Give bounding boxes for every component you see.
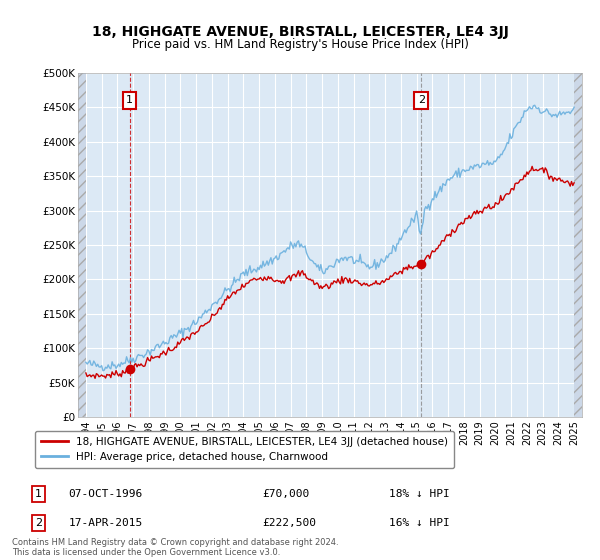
Text: 07-OCT-1996: 07-OCT-1996 xyxy=(68,489,143,499)
Text: £222,500: £222,500 xyxy=(262,519,316,528)
Text: 1: 1 xyxy=(126,95,133,105)
Text: 2: 2 xyxy=(418,95,425,105)
Bar xyxy=(78,73,86,417)
Text: 2: 2 xyxy=(35,519,42,528)
Text: 18% ↓ HPI: 18% ↓ HPI xyxy=(389,489,449,499)
Text: Contains HM Land Registry data © Crown copyright and database right 2024.
This d: Contains HM Land Registry data © Crown c… xyxy=(12,538,338,557)
Text: £70,000: £70,000 xyxy=(262,489,309,499)
Bar xyxy=(574,73,582,417)
Text: 18, HIGHGATE AVENUE, BIRSTALL, LEICESTER, LE4 3JJ: 18, HIGHGATE AVENUE, BIRSTALL, LEICESTER… xyxy=(92,25,508,39)
Text: 17-APR-2015: 17-APR-2015 xyxy=(68,519,143,528)
Text: Price paid vs. HM Land Registry's House Price Index (HPI): Price paid vs. HM Land Registry's House … xyxy=(131,38,469,50)
Text: 1: 1 xyxy=(35,489,42,499)
Text: 16% ↓ HPI: 16% ↓ HPI xyxy=(389,519,449,528)
Legend: 18, HIGHGATE AVENUE, BIRSTALL, LEICESTER, LE4 3JJ (detached house), HPI: Average: 18, HIGHGATE AVENUE, BIRSTALL, LEICESTER… xyxy=(35,431,454,468)
